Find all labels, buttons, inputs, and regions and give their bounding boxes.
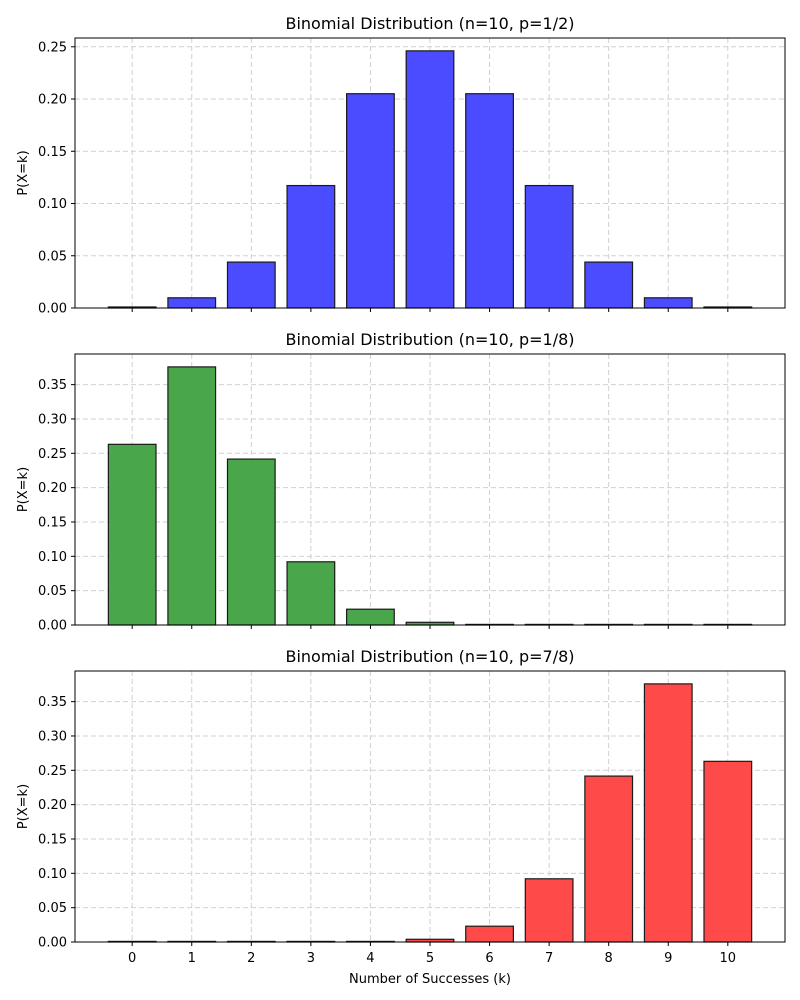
x-tick-label: 0 (128, 951, 136, 966)
chart-title: Binomial Distribution (n=10, p=7/8) (285, 647, 574, 666)
y-tick-label: 0.05 (38, 249, 67, 264)
panel-p-seven-eighths: 0.00 0.05 0.10 0.15 0.20 0.25 0.30 0.35 0 1 2 3 4 5 6 7… (16, 647, 786, 987)
y-tick-label: 0.05 (38, 901, 67, 916)
y-tick-label: 0.05 (38, 584, 67, 599)
bar-k-4 (346, 608, 395, 626)
bar-k-8 (584, 261, 634, 309)
x-tick-label: 5 (426, 951, 434, 966)
x-tick-label: 9 (664, 951, 672, 966)
bar-k-6 (465, 93, 514, 309)
chart-title: Binomial Distribution (n=10, p=1/2) (285, 14, 574, 33)
panel-p-one-eighth: 0.00 0.05 0.10 0.15 0.20 0.25 0.30 0.35 Binomial… (16, 330, 786, 634)
y-tick-label: 0.20 (38, 798, 67, 813)
x-axis-label: Number of Successes (k) (349, 972, 511, 987)
x-tick-label: 8 (605, 951, 613, 966)
y-tick-label: 0.35 (38, 378, 67, 393)
bar-k-4 (346, 93, 395, 309)
y-tick-label: 0.35 (38, 695, 67, 710)
bar-k-9 (643, 297, 693, 309)
panel-p-half: 0.00 0.05 0.10 0.15 0.20 0.25 Binomial Distrib… (16, 14, 786, 317)
y-tick-label: 0.15 (38, 515, 67, 530)
y-tick-label: 0.25 (38, 764, 67, 779)
x-tick-label: 6 (485, 951, 493, 966)
bar-k-7 (524, 878, 574, 943)
bar-k-3 (286, 561, 336, 626)
y-tick-label: 0.25 (38, 447, 67, 462)
y-tick-label: 0.10 (38, 550, 67, 565)
bar-k-8 (584, 775, 634, 943)
bar-k-0 (107, 443, 157, 626)
x-tick-label: 4 (366, 951, 374, 966)
bar-k-3 (286, 184, 336, 309)
y-tick-label: 0.15 (38, 145, 67, 160)
y-tick-label: 0.20 (38, 481, 67, 496)
y-tick-label: 0.00 (38, 619, 67, 634)
y-tick-label: 0.30 (38, 729, 67, 744)
y-tick-label: 0.10 (38, 197, 67, 212)
y-axis-label: P(X=k) (16, 467, 31, 512)
y-tick-label: 0.00 (38, 302, 67, 317)
x-tick-label: 2 (247, 951, 255, 966)
y-axis-label: P(X=k) (16, 784, 31, 829)
bar-k-7 (524, 184, 574, 309)
y-tick-label: 0.25 (38, 40, 67, 55)
bar-k-9 (643, 683, 693, 943)
bar-k-5 (405, 50, 455, 309)
chart-title: Binomial Distribution (n=10, p=1/8) (285, 330, 574, 349)
x-tick-label: 10 (720, 951, 737, 966)
bar-k-1 (167, 366, 217, 626)
bar-k-6 (465, 925, 514, 943)
bar-k-10 (703, 760, 753, 943)
y-tick-label: 0.15 (38, 832, 67, 847)
y-tick-label: 0.20 (38, 93, 67, 108)
bar-k-1 (167, 297, 217, 309)
x-tick-label: 1 (188, 951, 196, 966)
x-tick-label: 3 (307, 951, 315, 966)
x-tick-label: 7 (545, 951, 553, 966)
y-tick-label: 0.30 (38, 412, 67, 427)
y-tick-label: 0.00 (38, 936, 67, 951)
y-axis-label: P(X=k) (16, 150, 31, 195)
bar-k-2 (226, 458, 276, 626)
y-tick-label: 0.10 (38, 867, 67, 882)
bar-k-2 (226, 261, 276, 309)
